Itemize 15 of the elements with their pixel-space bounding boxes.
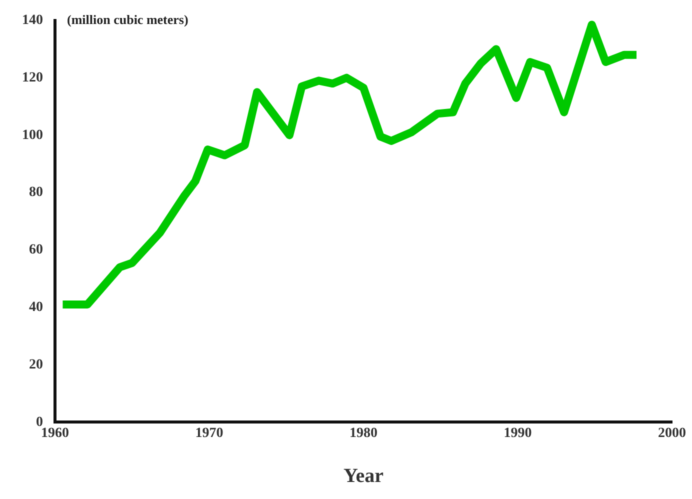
y-tick-label: 100 [22,128,43,143]
y-tick-label: 120 [22,70,43,86]
x-tick-label: 1970 [195,426,224,442]
x-axis-title: Year [344,465,384,488]
x-tick-label: 1990 [504,426,532,442]
x-tick-label: 1980 [350,426,378,442]
y-tick-label: 140 [22,13,43,28]
x-tick-label: 1960 [41,426,69,442]
y-tick-label: 80 [29,185,43,200]
y-tick-label: 60 [29,242,43,258]
x-tick-label: 2000 [658,426,686,442]
y-axis-title: (million cubic meters) [67,12,188,27]
y-tick-label: 0 [36,414,43,430]
y-tick-label: 20 [29,357,43,372]
y-tick-label: 40 [29,300,43,316]
